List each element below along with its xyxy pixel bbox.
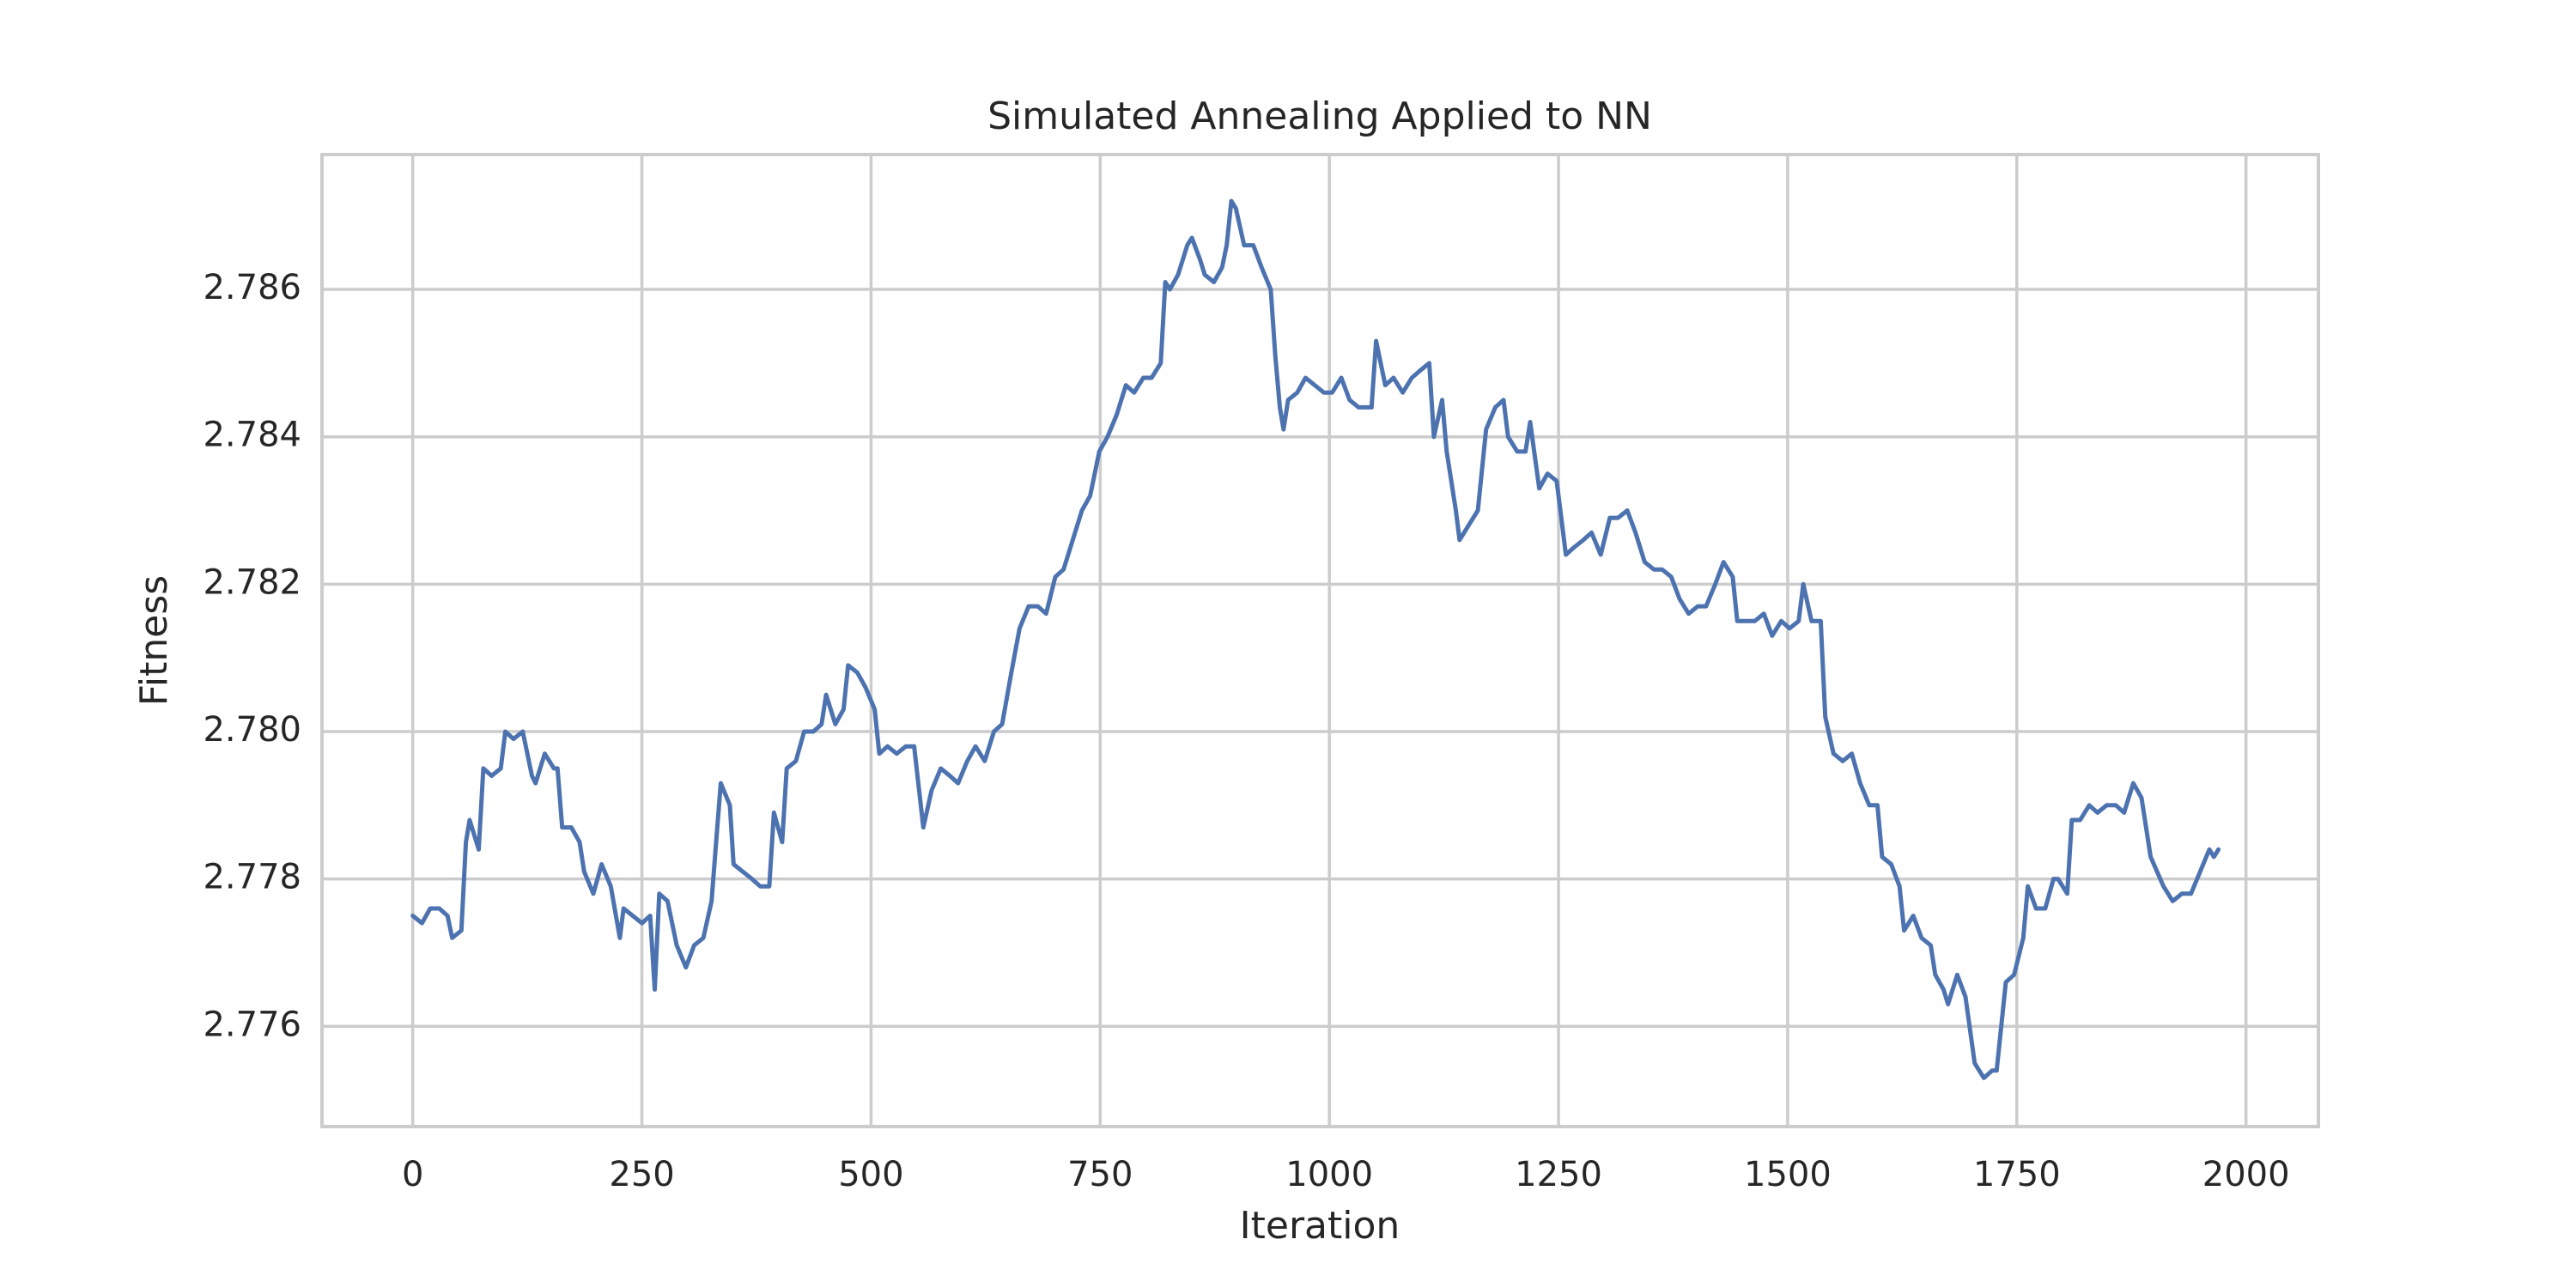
x-tick-label: 1250 [1515, 1155, 1602, 1194]
x-tick-label: 2000 [2202, 1155, 2290, 1194]
x-tick-label: 250 [609, 1155, 674, 1194]
y-tick-label: 2.784 [203, 416, 301, 455]
y-tick-label: 2.778 [203, 858, 301, 897]
x-tick-label: 500 [838, 1155, 903, 1194]
y-axis-label: Fitness [132, 575, 176, 706]
y-tick-label: 2.782 [203, 562, 301, 602]
y-tick-label: 2.776 [203, 1005, 301, 1044]
x-tick-label: 750 [1067, 1155, 1133, 1194]
x-tick-label: 1000 [1285, 1155, 1373, 1194]
y-tick-label: 2.780 [203, 710, 301, 750]
x-tick-label: 1750 [1973, 1155, 2061, 1194]
x-tick-label: 1500 [1744, 1155, 1832, 1194]
plot-frame [320, 153, 2320, 1128]
chart-title: Simulated Annealing Applied to NN [987, 94, 1652, 138]
x-tick-label: 0 [402, 1155, 423, 1194]
y-tick-label: 2.786 [203, 268, 301, 307]
data-line [410, 198, 2221, 1080]
x-axis-label: Iteration [1240, 1204, 1400, 1248]
